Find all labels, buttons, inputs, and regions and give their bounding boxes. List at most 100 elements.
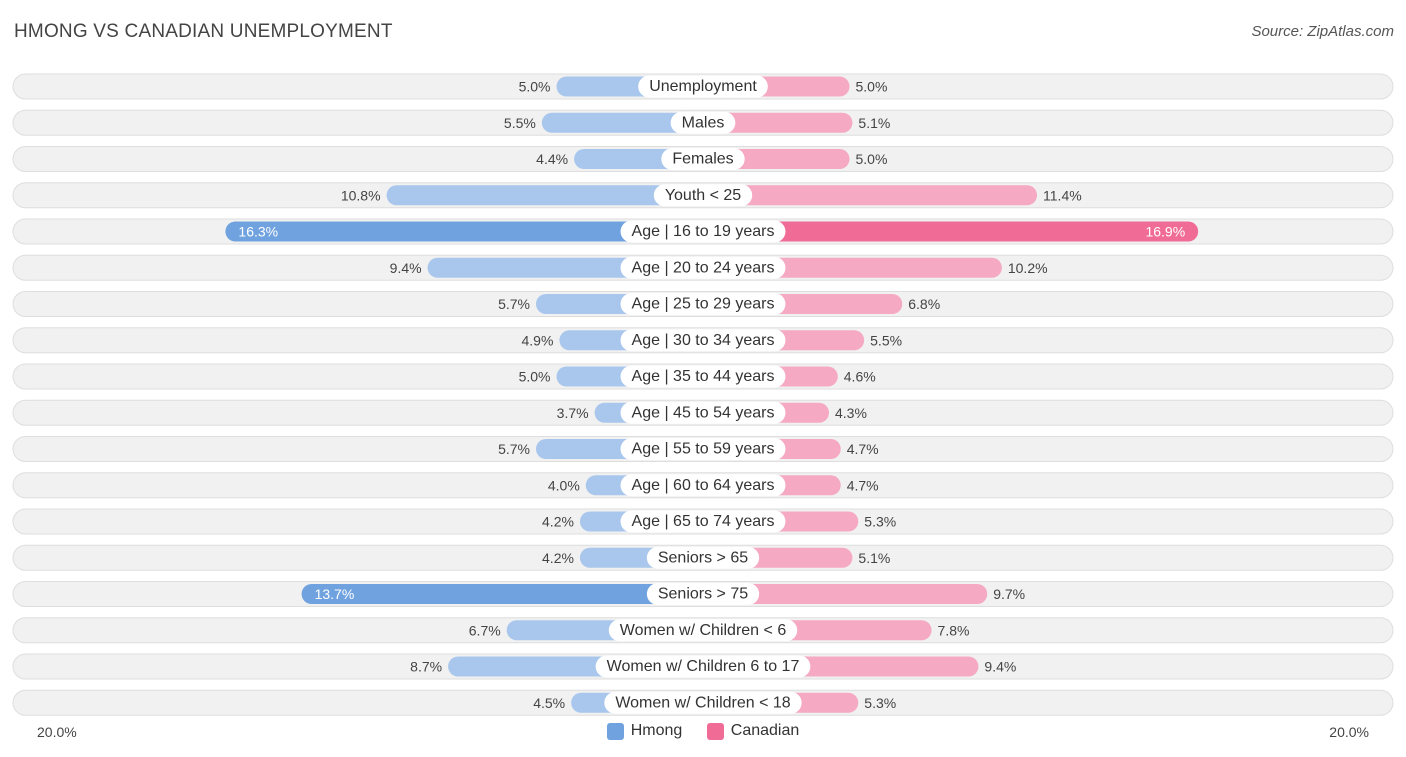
category-label: Seniors > 75 [658,586,748,603]
source-note: Source: ZipAtlas.com [1251,23,1394,40]
category-pill [608,619,798,642]
value-label-hmong: 4.4% [536,151,568,167]
chart-row: 4.2% 5.1% Seniors > 65 [12,544,1394,571]
category-pill [670,111,736,134]
chart-row: 5.5% 5.1% Males [12,109,1394,136]
bar-canadian[interactable] [703,584,988,604]
bar-hmong[interactable] [225,221,703,242]
category-label: Women w/ Children 6 to 17 [607,658,800,675]
category-pill [620,329,786,352]
chart-row: 4.2% 5.3% Age | 65 to 74 years [12,508,1394,535]
legend-item-canadian[interactable]: Canadian [706,722,800,740]
value-label-hmong: 6.7% [469,622,501,638]
axis-right-label: 20.0% [1329,724,1369,740]
value-label-canadian: 5.0% [856,151,888,167]
legend-label-hmong: Hmong [630,722,683,739]
value-label-canadian: 4.6% [844,369,876,385]
category-label: Age | 20 to 24 years [632,259,775,276]
category-label: Age | 55 to 59 years [632,441,775,458]
value-label-canadian: 16.9% [1145,224,1185,240]
value-label-hmong: 4.0% [548,477,580,493]
bar-canadian[interactable] [703,112,853,133]
category-label: Males [682,114,725,131]
value-label-hmong: 4.2% [542,550,574,566]
value-label-canadian: 5.1% [858,550,890,566]
value-label-hmong: 4.9% [522,332,554,348]
legend-swatch-canadian [706,722,724,740]
value-label-canadian: 5.5% [870,332,902,348]
value-label-hmong: 16.3% [238,224,278,240]
category-label: Seniors > 65 [658,549,748,566]
bar-canadian[interactable] [703,221,1199,242]
category-label: Age | 25 to 29 years [632,296,775,313]
legend-label-canadian: Canadian [730,722,800,739]
category-label: Age | 45 to 54 years [632,404,775,421]
axis-left-label: 20.0% [37,724,77,740]
chart-row: 4.9% 5.5% Age | 30 to 34 years [12,327,1394,354]
chart-row: 5.7% 4.7% Age | 55 to 59 years [12,436,1394,462]
value-label-hmong: 4.5% [533,695,565,711]
chart-row: 4.4% 5.0% Females [12,146,1394,172]
value-label-canadian: 5.0% [856,79,888,95]
category-label: Youth < 25 [665,187,741,204]
value-label-hmong: 13.7% [315,586,355,602]
value-label-canadian: 4.7% [847,477,879,493]
category-pill [620,256,786,279]
value-label-canadian: 5.3% [864,695,896,711]
category-pill [620,220,786,243]
chart-row: 4.5% 5.3% Women w/ Children < 18 [12,689,1394,716]
chart-row: 5.0% 5.0% Unemployment [12,73,1394,100]
value-label-canadian: 5.3% [864,514,896,530]
value-label-hmong: 9.4% [390,260,422,276]
chart-row: 5.7% 6.8% Age | 25 to 29 years [12,291,1394,317]
value-label-canadian: 9.7% [993,586,1025,602]
legend-swatch-hmong [606,722,624,740]
legend-item-hmong[interactable]: Hmong [606,722,683,740]
value-label-canadian: 10.2% [1008,260,1048,276]
chart-row: 6.7% 7.8% Women w/ Children < 6 [12,617,1394,644]
category-pill [620,401,786,424]
value-label-canadian: 4.7% [847,441,879,457]
chart-row: 4.0% 4.7% Age | 60 to 64 years [12,472,1394,499]
category-label: Females [672,151,733,168]
category-label: Unemployment [649,78,757,95]
value-label-canadian: 6.8% [908,296,940,312]
chart-row: 9.4% 10.2% Age | 20 to 24 years [12,254,1394,281]
value-label-hmong: 10.8% [341,187,381,203]
bar-hmong[interactable] [301,584,703,604]
chart-row: 5.0% 4.6% Age | 35 to 44 years [12,363,1394,390]
category-pill [620,293,786,315]
value-label-canadian: 5.1% [858,115,890,131]
category-pill [661,148,745,170]
value-label-canadian: 4.3% [835,405,867,421]
category-label: Age | 30 to 34 years [632,332,775,349]
bar-hmong[interactable] [386,185,703,206]
category-label: Age | 16 to 19 years [632,223,775,240]
category-pill [620,510,786,533]
chart-title: HMONG VS CANADIAN UNEMPLOYMENT [14,21,393,42]
category-pill [604,691,802,714]
category-label: Women w/ Children < 6 [620,622,787,639]
chart-row: 3.7% 4.3% Age | 45 to 54 years [12,399,1394,426]
category-pill [620,438,786,460]
category-pill [620,474,786,497]
bar-canadian[interactable] [703,185,1038,206]
chart-row: 16.3% 16.9% Age | 16 to 19 years [12,218,1394,245]
category-pill [646,583,760,605]
category-pill [646,546,760,569]
chart-row: 8.7% 9.4% Women w/ Children 6 to 17 [12,653,1394,680]
value-label-hmong: 3.7% [557,405,589,421]
value-label-canadian: 7.8% [938,622,970,638]
value-label-canadian: 11.4% [1043,187,1082,203]
value-label-canadian: 9.4% [984,659,1016,675]
value-label-hmong: 5.7% [498,296,530,312]
value-label-hmong: 5.7% [498,441,530,457]
bar-hmong[interactable] [541,112,703,133]
value-label-hmong: 5.0% [519,369,551,385]
category-pill [595,655,811,678]
category-pill [620,365,786,388]
legend: Hmong Canadian [0,722,1406,745]
chart-row: 10.8% 11.4% Youth < 25 [12,182,1394,209]
category-label: Women w/ Children < 18 [615,694,790,711]
